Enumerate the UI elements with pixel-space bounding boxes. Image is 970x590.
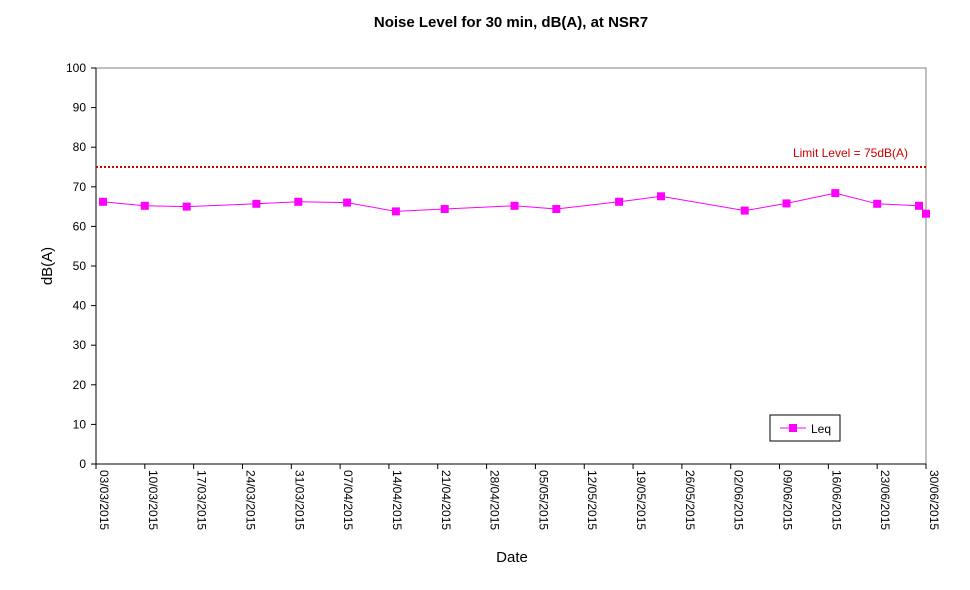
series-leq — [99, 189, 930, 218]
y-tick-label: 60 — [73, 219, 87, 233]
y-tick-label: 100 — [66, 61, 86, 75]
x-tick-label: 10/03/2015 — [146, 470, 160, 530]
x-tick-label: 26/05/2015 — [683, 470, 697, 530]
y-tick-label: 50 — [73, 259, 87, 273]
data-point-marker — [391, 207, 400, 216]
x-tick-label: 24/03/2015 — [243, 470, 257, 530]
x-tick-label: 21/04/2015 — [439, 470, 453, 530]
x-tick-label: 30/06/2015 — [927, 470, 941, 530]
data-point-marker — [182, 202, 191, 211]
legend: Leq — [769, 414, 841, 442]
data-point-marker — [615, 197, 624, 206]
data-point-marker — [140, 201, 149, 210]
y-tick-label: 80 — [73, 140, 87, 154]
data-point-marker — [343, 198, 352, 207]
x-tick-label: 31/03/2015 — [292, 470, 306, 530]
chart-title: Noise Level for 30 min, dB(A), at NSR7 — [374, 14, 648, 31]
data-point-marker — [740, 206, 749, 215]
x-tick-label: 12/05/2015 — [585, 470, 599, 530]
data-point-marker — [552, 205, 561, 213]
data-point-marker — [782, 199, 791, 208]
data-point-marker — [915, 201, 923, 210]
y-tick-label: 40 — [73, 299, 87, 313]
x-tick-label: 23/06/2015 — [878, 470, 892, 530]
x-tick-label: 07/04/2015 — [341, 470, 355, 530]
y-tick-label: 10 — [73, 417, 87, 431]
x-tick-label: 05/05/2015 — [536, 470, 550, 530]
x-tick-label: 09/06/2015 — [781, 470, 795, 530]
y-axis-label: dB(A) — [39, 247, 56, 285]
legend-label-leq: Leq — [811, 422, 831, 436]
data-point-marker — [99, 197, 107, 206]
y-tick-label: 0 — [79, 457, 86, 471]
data-point-marker — [922, 209, 930, 218]
y-tick-label: 90 — [73, 101, 87, 115]
y-tick-label: 20 — [73, 378, 87, 392]
data-point-marker — [510, 201, 519, 210]
x-tick-label: 14/04/2015 — [390, 470, 404, 530]
x-tick-label: 28/04/2015 — [488, 470, 502, 530]
data-point-marker — [657, 192, 665, 201]
data-point-marker — [831, 189, 840, 198]
data-point-marker — [873, 199, 882, 208]
legend-box — [769, 414, 841, 442]
x-tick-label: 17/03/2015 — [195, 470, 209, 530]
data-point-marker — [252, 199, 261, 208]
limit-level-group: Limit Level = 75dB(A) — [96, 146, 926, 168]
series-line-leq — [102, 192, 927, 215]
data-point-marker — [440, 205, 449, 213]
x-tick-label: 19/05/2015 — [634, 470, 648, 530]
x-tick-label: 16/06/2015 — [829, 470, 843, 530]
y-tick-label: 30 — [73, 338, 87, 352]
y-tick-label: 70 — [73, 180, 87, 194]
y-axis: 0 10 20 30 40 50 60 70 80 90 100 — [66, 61, 97, 471]
x-axis: 03/03/2015 10/03/2015 17/03/2015 24/03/2015… — [95, 463, 941, 530]
data-point-marker — [294, 197, 303, 206]
x-axis-label: Date — [496, 549, 528, 566]
legend-swatch-marker — [789, 424, 797, 432]
x-tick-label: 02/06/2015 — [732, 470, 746, 530]
limit-level-label: Limit Level = 75dB(A) — [793, 146, 908, 160]
x-tick-label: 03/03/2015 — [97, 470, 111, 530]
